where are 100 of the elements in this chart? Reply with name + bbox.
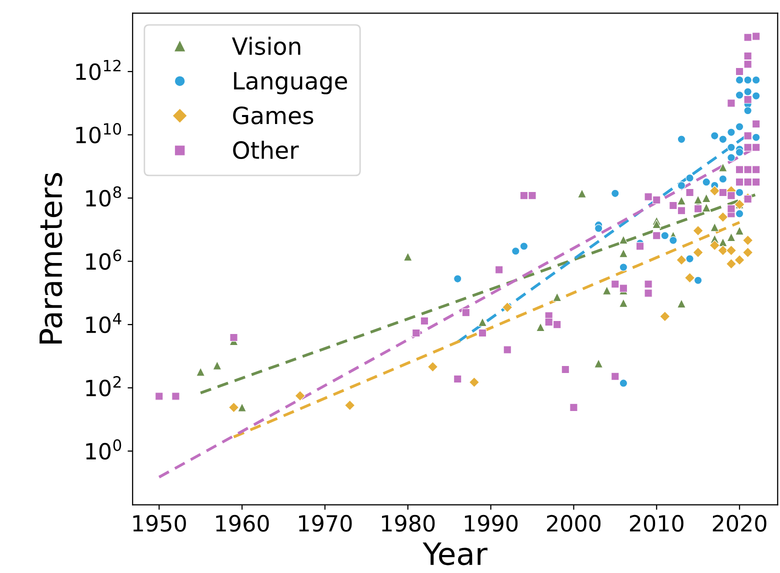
point <box>512 247 520 256</box>
point <box>677 181 686 190</box>
point <box>735 148 744 156</box>
point <box>734 254 745 266</box>
point <box>520 242 528 250</box>
point <box>644 280 652 288</box>
point <box>727 204 736 213</box>
point <box>684 272 696 284</box>
point <box>619 263 628 272</box>
point <box>553 320 562 329</box>
point <box>718 238 728 247</box>
point <box>294 390 306 402</box>
point <box>677 196 686 206</box>
point <box>735 76 744 84</box>
point <box>752 178 760 186</box>
point <box>536 322 545 332</box>
point <box>702 194 711 202</box>
point <box>618 248 628 258</box>
point <box>718 188 728 197</box>
point <box>344 400 356 411</box>
point <box>744 52 752 60</box>
point <box>611 280 620 288</box>
point <box>735 226 744 236</box>
x-tick-label: 1990 <box>464 514 518 532</box>
point <box>611 189 620 198</box>
point <box>686 174 694 182</box>
y-tick-label: 10$^{10}$ <box>76 123 122 144</box>
point <box>478 318 487 327</box>
point <box>702 178 710 186</box>
point <box>752 92 760 100</box>
point <box>752 120 760 128</box>
point <box>742 235 754 246</box>
point <box>727 154 736 162</box>
point <box>636 242 644 250</box>
point <box>454 374 462 384</box>
point <box>727 143 736 152</box>
point <box>494 266 504 274</box>
legend-label: Vision <box>232 36 300 56</box>
point <box>228 402 240 413</box>
point <box>677 206 686 215</box>
point <box>752 76 760 84</box>
point <box>652 232 661 240</box>
point <box>652 196 661 204</box>
x-tick-label: 1970 <box>299 514 352 532</box>
point <box>752 166 760 174</box>
y-tick-label: 10$^{0}$ <box>86 439 122 460</box>
point <box>619 284 628 292</box>
point <box>726 258 737 270</box>
point <box>744 95 752 104</box>
point <box>644 289 652 298</box>
point <box>618 235 628 244</box>
point <box>744 88 752 96</box>
point <box>692 247 704 258</box>
point <box>726 245 737 256</box>
point <box>478 328 487 338</box>
point <box>692 225 704 236</box>
x-tick-label: 2010 <box>630 514 684 532</box>
point <box>735 178 744 186</box>
point <box>710 132 719 140</box>
point <box>727 128 736 136</box>
point <box>618 298 628 308</box>
y-tick-label: 10$^{6}$ <box>86 250 122 270</box>
point <box>420 316 429 326</box>
x-tick-label: 2020 <box>712 514 766 532</box>
point <box>172 392 180 400</box>
legend-label: Other <box>233 140 299 160</box>
point <box>427 362 438 372</box>
point <box>570 403 578 412</box>
legend-label: Language <box>234 72 348 94</box>
point <box>726 232 736 242</box>
legend-label: Games <box>233 106 314 124</box>
point <box>594 224 603 232</box>
y-tick-label: 10$^{4}$ <box>86 313 122 334</box>
x-tick-label: 2000 <box>547 514 600 532</box>
y-axis-title: Parameters <box>40 173 62 344</box>
point <box>709 240 720 251</box>
point <box>744 60 752 68</box>
point <box>619 379 628 388</box>
point <box>676 254 687 266</box>
point <box>744 132 752 140</box>
point <box>552 292 562 302</box>
point <box>520 191 528 200</box>
point <box>744 143 752 152</box>
point <box>718 174 728 184</box>
point <box>155 392 164 400</box>
point <box>735 188 744 197</box>
point <box>196 367 206 376</box>
point <box>735 91 744 100</box>
point <box>718 212 728 222</box>
point <box>561 365 570 374</box>
point <box>752 133 760 142</box>
point <box>727 99 736 108</box>
x-tick-label: 1980 <box>382 514 435 532</box>
point <box>744 178 752 186</box>
point <box>652 220 662 229</box>
point <box>686 188 694 197</box>
point <box>660 232 669 240</box>
point <box>230 333 238 342</box>
point <box>742 247 754 258</box>
point <box>744 76 752 84</box>
